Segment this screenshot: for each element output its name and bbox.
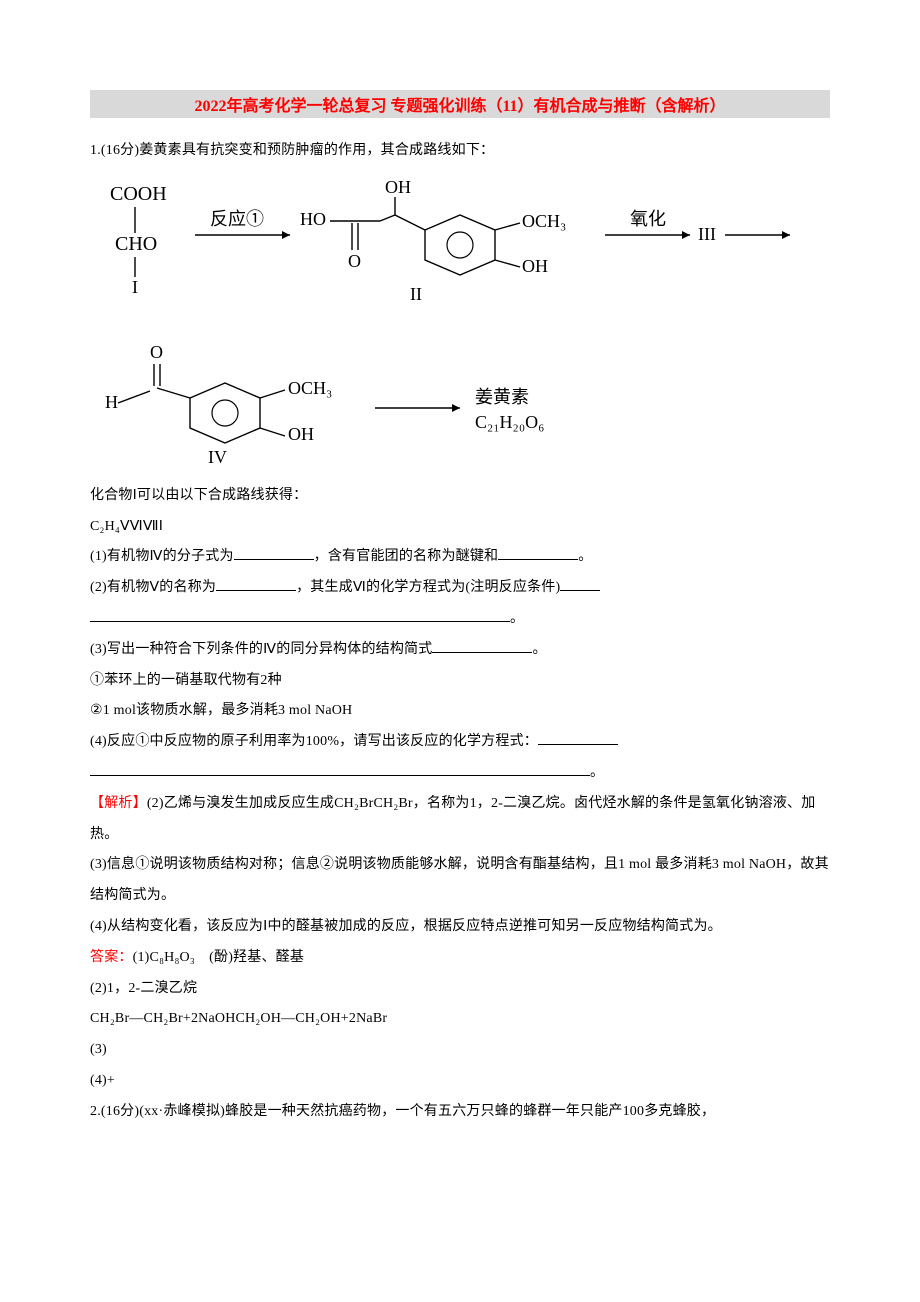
q1-3a: (3)写出一种符合下列条件的Ⅳ的同分异构体的结构简式 bbox=[90, 642, 432, 657]
jiexi-2: 【解析】(2)乙烯与溴发生加成反应生成CH₂BrCH₂Br，名称为1，2-二溴乙… bbox=[90, 789, 830, 851]
ans-1: 答案：(1)C₈H₈O₃ (酚)羟基、醛基 bbox=[90, 943, 830, 974]
lbl-o-dbl: O bbox=[348, 251, 361, 271]
blank bbox=[234, 545, 314, 560]
blank bbox=[216, 576, 296, 591]
page-title: 2022年高考化学一轮总复习 专题强化训练（11）有机合成与推断（含解析） bbox=[90, 90, 830, 118]
diagram-2: O H OCH₃ OH IV 姜黄素 C₂₁H₂₀O₆ bbox=[90, 338, 830, 473]
lbl-II: II bbox=[410, 284, 422, 304]
lbl-och3-1: OCH₃ bbox=[522, 211, 566, 231]
q1-intro: 1.(16分)姜黄素具有抗突变和预防肿瘤的作用，其合成路线如下： bbox=[90, 136, 830, 167]
lbl-I: I bbox=[132, 277, 138, 297]
q1-3ii: ②1 mol该物质水解，最多消耗3 mol NaOH bbox=[90, 696, 830, 727]
q1-2-line2: 。 bbox=[90, 604, 830, 635]
lbl-IV: IV bbox=[208, 447, 227, 467]
ans-label: 答案： bbox=[90, 950, 133, 965]
ans-3: (3) bbox=[90, 1035, 830, 1066]
blank bbox=[538, 730, 618, 745]
q1-4b: 。 bbox=[590, 765, 604, 780]
p-chain: C₂H₄ⅤⅥⅦⅠ bbox=[90, 512, 830, 543]
lbl-oh2: OH bbox=[288, 424, 314, 444]
ans-2: (2)1，2-二溴乙烷 bbox=[90, 974, 830, 1005]
jiexi-3: (3)信息①说明该物质结构对称；信息②说明该物质能够水解，说明含有酯基结构，且1… bbox=[90, 850, 830, 912]
lbl-ho: HO bbox=[300, 209, 326, 229]
q1-1c: 。 bbox=[578, 549, 592, 564]
lbl-och3-2: OCH₃ bbox=[288, 378, 332, 398]
lbl-cho: CHO bbox=[115, 233, 157, 255]
q1-1a: (1)有机物Ⅳ的分子式为 bbox=[90, 549, 234, 564]
q1-3i: ①苯环上的一硝基取代物有2种 bbox=[90, 666, 830, 697]
lbl-prod-name: 姜黄素 bbox=[475, 387, 529, 407]
jiexi-4: (4)从结构变化看，该反应为Ⅰ中的醛基被加成的反应，根据反应特点逆推可知另一反应… bbox=[90, 912, 830, 943]
q1-4-line2: 。 bbox=[90, 758, 830, 789]
q1-3-end: 。 bbox=[532, 642, 546, 657]
q1-1: (1)有机物Ⅳ的分子式为 ，含有官能团的名称为醚键和 。 bbox=[90, 542, 830, 573]
blank bbox=[90, 761, 590, 776]
ans-4: (4)+ bbox=[90, 1066, 830, 1097]
lbl-III: III bbox=[698, 224, 716, 244]
q1-2c: 。 bbox=[510, 611, 524, 626]
blank bbox=[560, 576, 600, 591]
lbl-oxid: 氧化 bbox=[630, 209, 666, 229]
lbl-h: H bbox=[105, 392, 118, 412]
p-after-diag: 化合物Ⅰ可以由以下合成路线获得： bbox=[90, 481, 830, 512]
lbl-rxn1: 反应① bbox=[210, 209, 264, 229]
jiexi-label: 【解析】 bbox=[90, 796, 147, 811]
q1-3: (3)写出一种符合下列条件的Ⅳ的同分异构体的结构简式 。 bbox=[90, 635, 830, 666]
q1-2: (2)有机物Ⅴ的名称为 ，其生成Ⅵ的化学方程式为(注明反应条件) bbox=[90, 573, 830, 604]
ans-1-text: (1)C₈H₈O₃ (酚)羟基、醛基 bbox=[133, 950, 304, 965]
blank bbox=[498, 545, 578, 560]
q1-2a: (2)有机物Ⅴ的名称为 bbox=[90, 580, 216, 595]
q1-1b: ，含有官能团的名称为醚键和 bbox=[314, 549, 499, 564]
lbl-o-dbl2: O bbox=[150, 342, 163, 362]
blank bbox=[90, 607, 510, 622]
ans-2b: CH₂Br—CH₂Br+2NaOHCH₂OH—CH₂OH+2NaBr bbox=[90, 1004, 830, 1035]
q1-2b: ，其生成Ⅵ的化学方程式为(注明反应条件) bbox=[296, 580, 560, 595]
lbl-oh-top: OH bbox=[385, 177, 411, 197]
q1-4: (4)反应①中反应物的原子利用率为100%，请写出该反应的化学方程式： bbox=[90, 727, 830, 758]
blank bbox=[432, 638, 532, 653]
lbl-prod-formula: C₂₁H₂₀O₆ bbox=[475, 412, 544, 432]
q2-intro: 2.(16分)(xx·赤峰模拟)蜂胶是一种天然抗癌药物，一个有五六万只蜂的蜂群一… bbox=[90, 1097, 830, 1128]
lbl-oh-side: OH bbox=[522, 256, 548, 276]
lbl-cooh: COOH bbox=[110, 183, 167, 205]
jiexi-2-text: (2)乙烯与溴发生加成反应生成CH₂BrCH₂Br，名称为1，2-二溴乙烷。卤代… bbox=[90, 796, 815, 842]
q1-4a: (4)反应①中反应物的原子利用率为100%，请写出该反应的化学方程式： bbox=[90, 734, 538, 749]
diagram-1: COOH CHO I 反应① OH HO O bbox=[90, 175, 830, 330]
